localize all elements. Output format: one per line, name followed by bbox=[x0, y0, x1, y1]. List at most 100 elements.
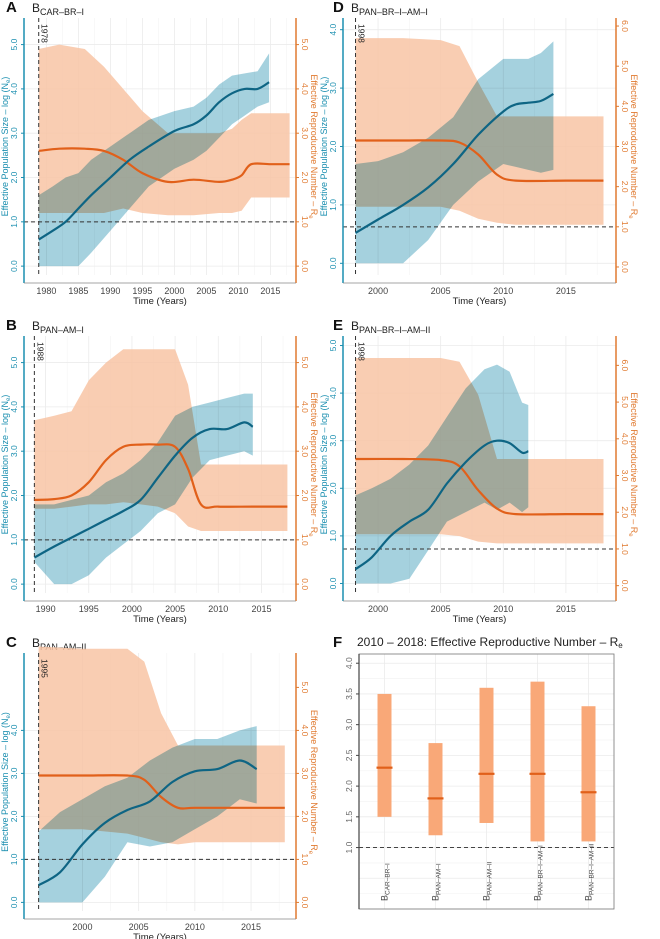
right-axis-title-text: Effective Reproductive Number – R bbox=[309, 74, 319, 215]
left-tick-label: 2.0 bbox=[328, 482, 338, 494]
right-tick-label: 5.0 bbox=[620, 60, 630, 72]
category-label-main: B bbox=[584, 895, 594, 901]
panel-letter: A bbox=[6, 0, 17, 16]
right-axis-title: Effective Reproductive Number – Re bbox=[307, 710, 319, 855]
origin-year-label: 1988 bbox=[35, 342, 45, 361]
right-tick-label: 5.0 bbox=[300, 681, 310, 693]
right-tick-label: 0.0 bbox=[620, 261, 630, 273]
right-tick-label: 4.0 bbox=[620, 433, 630, 445]
panel-title-sub: PAN–BR–I–AM–I bbox=[359, 7, 428, 17]
panel-title-sub: PAN–AM–I bbox=[40, 325, 84, 335]
panel-letter: E bbox=[333, 317, 343, 334]
x-tick-label: 2010 bbox=[208, 604, 228, 614]
right-tick-label: 3.0 bbox=[300, 127, 310, 139]
category-label: BPAN–BR–I–AM–I bbox=[533, 845, 545, 901]
right-tick-label: 4.0 bbox=[300, 724, 310, 736]
x-axis-title: Time (Years) bbox=[453, 614, 507, 625]
y-tick-label: 1.0 bbox=[344, 841, 354, 853]
left-tick-label: 1.0 bbox=[328, 530, 338, 542]
right-tick-label: 4.0 bbox=[300, 401, 310, 413]
left-tick-label: 1.0 bbox=[9, 534, 19, 546]
panel-title: BPAN–BR–I–AM–II bbox=[351, 319, 430, 335]
category-label: BPAN–AM–I bbox=[431, 863, 443, 901]
right-tick-label: 0.0 bbox=[300, 896, 310, 908]
right-tick-label: 6.0 bbox=[620, 20, 630, 32]
x-tick-label: 2005 bbox=[165, 604, 185, 614]
right-axis-title: Effective Reproductive Number – Re bbox=[627, 74, 639, 219]
left-tick-label: 2.0 bbox=[328, 140, 338, 152]
x-tick-label: 1980 bbox=[36, 286, 56, 296]
right-tick-label: 5.0 bbox=[300, 357, 310, 369]
right-axis-title-text: Effective Reproductive Number – R bbox=[629, 74, 639, 215]
left-tick-label: 4.0 bbox=[328, 387, 338, 399]
panel-title-main: B bbox=[351, 1, 359, 15]
x-tick-label: 2010 bbox=[185, 922, 205, 932]
re-median-line bbox=[38, 774, 285, 810]
re-interval-bar bbox=[581, 706, 596, 842]
x-tick-label: 2005 bbox=[431, 286, 451, 296]
right-tick-label: 1.0 bbox=[620, 543, 630, 555]
panel-title-sub: PAN–AM–II bbox=[40, 642, 86, 652]
panel-d: D BPAN–BR–I–AM–I19980.01.02.03.04.00.01.0… bbox=[319, 0, 639, 307]
right-axis-title-sub: e bbox=[627, 533, 633, 537]
right-axis-title-sub: e bbox=[627, 215, 633, 219]
right-tick-label: 2.0 bbox=[620, 181, 630, 193]
left-tick-label: 0.0 bbox=[328, 257, 338, 269]
category-label-sub: PAN–AM–I bbox=[436, 863, 443, 895]
left-axis-title: Effective Population Size – log (Ne) bbox=[0, 395, 12, 535]
panel-letter: C bbox=[6, 634, 17, 651]
left-tick-label: 2.0 bbox=[9, 810, 19, 822]
right-tick-label: 0.0 bbox=[300, 578, 310, 590]
panel-c: C BPAN–AM–II 1995 0.0 1.0 2.0 3.0 4.0 0.0 1.0 2.0 3… bbox=[0, 634, 319, 939]
left-tick-label: 0.0 bbox=[9, 896, 19, 908]
x-axis-title: Time (Years) bbox=[453, 296, 507, 307]
right-tick-label: 2.0 bbox=[300, 810, 310, 822]
x-tick-label: 1995 bbox=[132, 286, 152, 296]
left-axis-title-close: ) bbox=[0, 77, 10, 80]
panel-title: BPAN–AM–I bbox=[32, 319, 84, 335]
left-axis-title-text: Effective Population Size – log (N bbox=[319, 401, 329, 534]
category-label-main: B bbox=[380, 895, 390, 901]
right-tick-label: 5.0 bbox=[620, 396, 630, 408]
left-tick-label: 4.0 bbox=[9, 83, 19, 95]
x-tick-label: 2010 bbox=[493, 604, 513, 614]
y-tick-label: 1.5 bbox=[344, 811, 354, 823]
category-label-sub: PAN–BR–I–AM–II bbox=[589, 843, 596, 895]
x-tick-label: 2010 bbox=[228, 286, 248, 296]
right-axis-title-text: Effective Reproductive Number – R bbox=[309, 392, 319, 533]
panel-title-main: B bbox=[32, 319, 40, 333]
x-tick-label: 2005 bbox=[431, 604, 451, 614]
left-tick-label: 3.0 bbox=[328, 82, 338, 94]
panel-title-sub: CAR–BR–I bbox=[40, 7, 84, 17]
re-interval-bar bbox=[530, 681, 545, 842]
left-tick-label: 4.0 bbox=[328, 24, 338, 36]
left-axis-title-close: ) bbox=[0, 395, 10, 398]
left-tick-label: 5.0 bbox=[9, 356, 19, 368]
left-tick-label: 2.0 bbox=[9, 489, 19, 501]
panel-f: F 2010 – 2018: Effective Reproductive Num… bbox=[333, 634, 623, 910]
left-axis-title-text: Effective Population Size – log (N bbox=[0, 83, 10, 216]
right-axis-title-text: Effective Reproductive Number – R bbox=[309, 710, 319, 851]
origin-year-label: 1995 bbox=[40, 659, 50, 678]
left-axis-title-sub: e bbox=[6, 79, 12, 83]
right-axis-title-sub: e bbox=[307, 533, 313, 537]
origin-year-label: 1998 bbox=[357, 342, 367, 361]
left-tick-label: 0.0 bbox=[328, 577, 338, 589]
right-tick-label: 0.0 bbox=[620, 580, 630, 592]
left-axis-title-sub: e bbox=[6, 714, 12, 718]
x-axis-title: Time (Years) bbox=[133, 614, 187, 625]
x-axis-title: Time (Years) bbox=[133, 296, 187, 307]
category-label: BPAN–AM–II bbox=[482, 861, 494, 901]
ne-credible-band bbox=[355, 41, 554, 264]
x-tick-label: 2015 bbox=[260, 286, 280, 296]
right-axis-title-text: Effective Reproductive Number – R bbox=[629, 392, 639, 533]
origin-year-label: 1978 bbox=[40, 24, 50, 43]
right-tick-label: 2.0 bbox=[300, 172, 310, 184]
left-tick-label: 1.0 bbox=[328, 199, 338, 211]
panel-title-main: B bbox=[351, 319, 359, 333]
panel-title-sub: e bbox=[618, 641, 623, 650]
re-interval-bar bbox=[479, 687, 494, 823]
x-tick-label: 1995 bbox=[79, 604, 99, 614]
panel-title: BCAR–BR–I bbox=[32, 1, 84, 17]
